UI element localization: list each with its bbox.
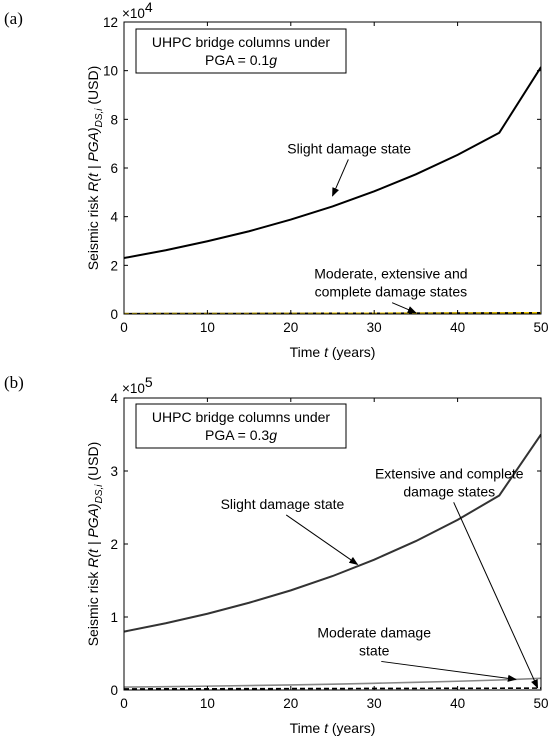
panel-a: (a) 0 10 20 30 40 50 0 2 4 6 8 10 12 ×104 Time t (y… bbox=[4, 0, 549, 360]
y-multiplier: ×105 bbox=[122, 374, 153, 396]
annotation: Slight damage state bbox=[287, 140, 411, 197]
annotation-arrow bbox=[285, 514, 359, 565]
panel-b: (b) 0 10 20 30 40 50 0 1 2 3 4 ×105 Time t (years… bbox=[4, 373, 549, 736]
annotation-text: state bbox=[359, 642, 390, 658]
annotations: Slight damage state Moderate, extensive a… bbox=[287, 140, 468, 314]
y-tick-label: 10 bbox=[103, 64, 118, 79]
annotation-arrow bbox=[453, 502, 539, 689]
annotation-arrow bbox=[332, 159, 349, 197]
x-axis: 0 10 20 30 40 50 bbox=[120, 22, 549, 335]
y-multiplier: ×104 bbox=[122, 0, 153, 21]
series-line-1 bbox=[124, 66, 541, 260]
y-tick-label: 6 bbox=[110, 161, 118, 176]
annotation: Slight damage state bbox=[221, 496, 359, 565]
y-axis: 0 1 2 3 4 bbox=[110, 391, 541, 698]
x-tick-label: 0 bbox=[120, 320, 128, 335]
y-axis: 0 2 4 6 8 10 12 bbox=[103, 15, 541, 322]
info-box-line2: PGA = 0.3g bbox=[205, 427, 277, 443]
y-tick-label: 2 bbox=[110, 258, 118, 273]
x-axis: 0 10 20 30 40 50 bbox=[120, 398, 549, 711]
annotation: Moderate damage state bbox=[317, 624, 517, 682]
y-tick-label: 1 bbox=[110, 610, 118, 625]
y-tick-label: 8 bbox=[110, 112, 118, 127]
y-tick-label: 3 bbox=[110, 464, 118, 479]
panel-label: (b) bbox=[4, 373, 24, 392]
x-tick-label: 10 bbox=[200, 320, 215, 335]
annotation-arrow bbox=[391, 302, 417, 314]
x-tick-label: 40 bbox=[450, 320, 465, 335]
annotation: Moderate, extensive and complete damage s… bbox=[314, 266, 468, 314]
annotation-text: Moderate damage bbox=[317, 624, 431, 640]
info-box: UHPC bridge columns under PGA = 0.1g bbox=[135, 28, 347, 74]
y-tick-label: 0 bbox=[110, 683, 118, 698]
x-tick-label: 20 bbox=[283, 320, 298, 335]
y-tick-label: 2 bbox=[110, 537, 118, 552]
y-axis-label: Seismic risk R(t | PGA)DS,i (USD) bbox=[85, 66, 105, 271]
annotation-text: Extensive and complete bbox=[375, 465, 524, 481]
x-axis-label: Time t (years) bbox=[290, 720, 376, 736]
info-box-frame bbox=[135, 28, 347, 74]
info-box: UHPC bridge columns under PGA = 0.3g bbox=[135, 403, 347, 449]
info-box-line1: UHPC bridge columns under bbox=[152, 409, 331, 425]
annotation-text: Moderate, extensive and bbox=[314, 266, 467, 282]
annotation-text: complete damage states bbox=[315, 284, 468, 300]
series-line-2 bbox=[124, 677, 541, 688]
annotation-text: damage states bbox=[403, 483, 495, 499]
x-tick-label: 40 bbox=[450, 696, 465, 711]
x-tick-label: 50 bbox=[533, 320, 548, 335]
plot-area bbox=[124, 433, 541, 690]
y-tick-label: 12 bbox=[103, 15, 118, 30]
x-tick-label: 30 bbox=[367, 696, 382, 711]
x-tick-label: 50 bbox=[533, 696, 548, 711]
info-box-line1: UHPC bridge columns under bbox=[152, 34, 331, 50]
annotation: Extensive and complete damage states bbox=[375, 465, 539, 689]
x-tick-label: 0 bbox=[120, 696, 128, 711]
annotation-text: Slight damage state bbox=[287, 140, 411, 156]
annotation-arrow bbox=[381, 660, 517, 682]
series-line-1 bbox=[124, 433, 541, 633]
x-axis-label: Time t (years) bbox=[290, 344, 376, 360]
x-tick-label: 20 bbox=[283, 696, 298, 711]
panel-label: (a) bbox=[4, 9, 23, 28]
y-tick-label: 4 bbox=[110, 210, 118, 225]
annotation-text: Slight damage state bbox=[221, 496, 345, 512]
y-tick-label: 0 bbox=[110, 307, 118, 322]
info-box-frame bbox=[135, 403, 347, 449]
y-tick-label: 4 bbox=[110, 391, 118, 406]
series-line-3 bbox=[124, 687, 541, 690]
x-tick-label: 10 bbox=[200, 696, 215, 711]
info-box-line2: PGA = 0.1g bbox=[205, 52, 277, 68]
y-axis-label: Seismic risk R(t | PGA)DS,i (USD) bbox=[85, 442, 105, 647]
x-tick-label: 30 bbox=[367, 320, 382, 335]
series-line-3 bbox=[124, 311, 541, 314]
